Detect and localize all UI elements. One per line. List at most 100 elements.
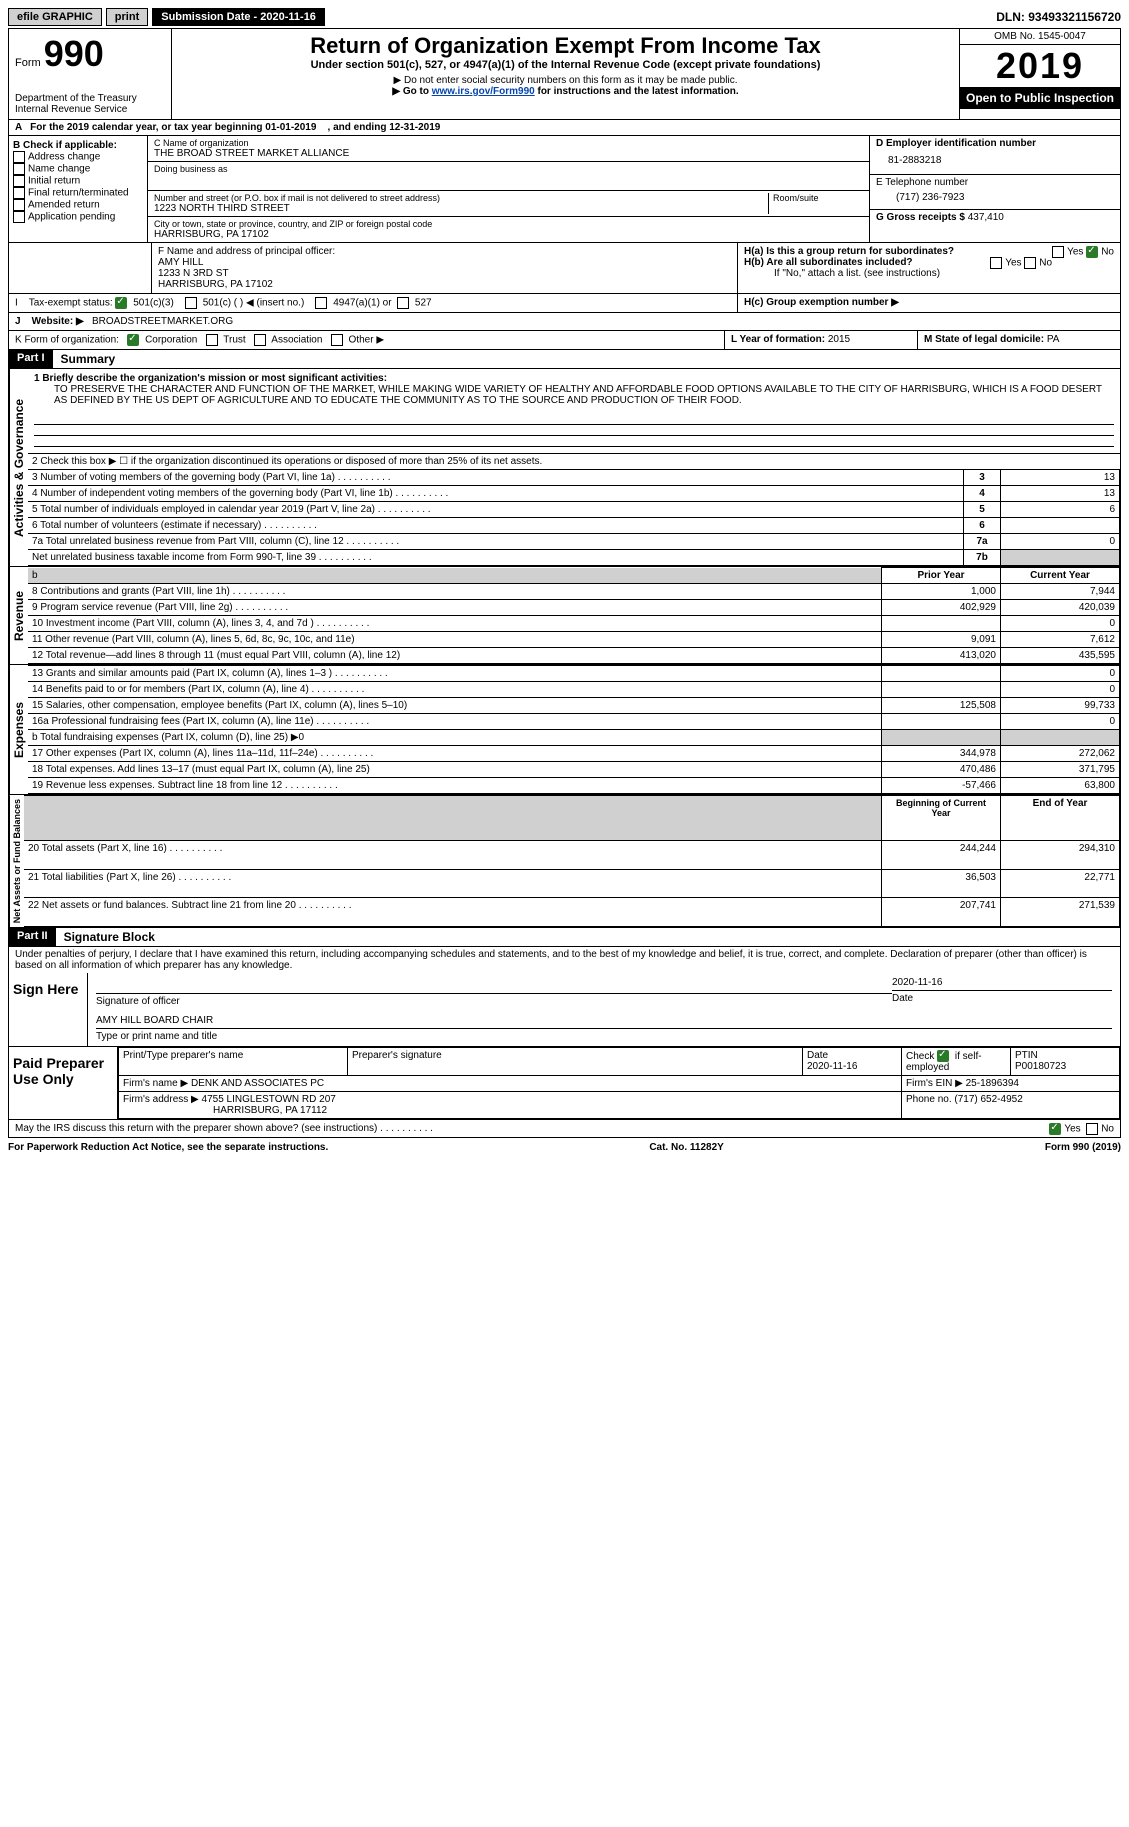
p17: 344,978 bbox=[882, 746, 1001, 762]
netassets-table: Beginning of Current YearEnd of Year 20 … bbox=[24, 795, 1120, 927]
cb-initial-return[interactable]: Initial return bbox=[28, 176, 80, 187]
pt-date-label: Date bbox=[807, 1050, 828, 1061]
footer-mid: Cat. No. 11282Y bbox=[649, 1142, 723, 1153]
cb-name-change[interactable]: Name change bbox=[28, 164, 90, 175]
irs-link[interactable]: www.irs.gov/Form990 bbox=[432, 86, 535, 97]
val5: 6 bbox=[1001, 502, 1120, 518]
vert-revenue: Revenue bbox=[9, 567, 28, 664]
open-public: Open to Public Inspection bbox=[960, 87, 1120, 109]
print-button[interactable]: print bbox=[106, 8, 148, 26]
firm-addr2: HARRISBURG, PA 17112 bbox=[123, 1105, 327, 1116]
pt-date: 2020-11-16 bbox=[807, 1061, 857, 1072]
expenses-table: 13 Grants and similar amounts paid (Part… bbox=[28, 665, 1120, 794]
mission-text: TO PRESERVE THE CHARACTER AND FUNCTION O… bbox=[34, 384, 1114, 406]
cb-address-change[interactable]: Address change bbox=[28, 152, 100, 163]
hc-label: H(c) Group exemption number ▶ bbox=[744, 297, 899, 308]
line5: 5 Total number of individuals employed i… bbox=[28, 502, 964, 518]
sig-officer-label: Signature of officer bbox=[96, 996, 892, 1007]
b20: 244,244 bbox=[882, 840, 1001, 869]
officer-addr1: 1233 N 3RD ST bbox=[158, 268, 731, 279]
i-501c[interactable]: 501(c) ( ) ◀ (insert no.) bbox=[203, 298, 305, 309]
line17: 17 Other expenses (Part IX, column (A), … bbox=[28, 746, 882, 762]
room-label: Room/suite bbox=[773, 193, 863, 203]
firm-name: DENK AND ASSOCIATES PC bbox=[191, 1078, 324, 1089]
prep-phone: (717) 652-4952 bbox=[954, 1094, 1022, 1105]
val7b bbox=[1001, 550, 1120, 566]
mission-q: 1 Briefly describe the organization's mi… bbox=[34, 373, 1114, 384]
val6 bbox=[1001, 518, 1120, 534]
i-4947[interactable]: 4947(a)(1) or bbox=[333, 298, 391, 309]
topbar: efile GRAPHIC print Submission Date - 20… bbox=[8, 8, 1121, 26]
hdr-prior: Prior Year bbox=[882, 568, 1001, 584]
firm-addr1: 4755 LINGLESTOWN RD 207 bbox=[202, 1094, 336, 1105]
org-name: THE BROAD STREET MARKET ALLIANCE bbox=[154, 148, 863, 159]
line15: 15 Salaries, other compensation, employe… bbox=[28, 698, 882, 714]
discuss-no[interactable]: No bbox=[1101, 1124, 1114, 1135]
e21: 22,771 bbox=[1001, 869, 1120, 898]
form-number: 990 bbox=[44, 33, 104, 74]
k-other[interactable]: Other ▶ bbox=[349, 335, 384, 346]
c16a: 0 bbox=[1001, 714, 1120, 730]
p14 bbox=[882, 682, 1001, 698]
note-link-row: ▶ Go to www.irs.gov/Form990 for instruct… bbox=[178, 86, 953, 97]
part1-header: Part I Summary bbox=[8, 350, 1121, 369]
hdr-boy: Beginning of Current Year bbox=[882, 796, 1001, 841]
p10 bbox=[882, 616, 1001, 632]
footer: For Paperwork Reduction Act Notice, see … bbox=[8, 1142, 1121, 1153]
dba-label: Doing business as bbox=[154, 164, 863, 174]
netassets-section: Net Assets or Fund Balances Beginning of… bbox=[8, 795, 1121, 928]
cb-final-return[interactable]: Final return/terminated bbox=[28, 188, 129, 199]
p18: 470,486 bbox=[882, 762, 1001, 778]
part1-label: Part I bbox=[9, 350, 53, 368]
revenue-table: bPrior YearCurrent Year 8 Contributions … bbox=[28, 567, 1120, 664]
k-trust[interactable]: Trust bbox=[223, 335, 245, 346]
k-corp[interactable]: Corporation bbox=[145, 335, 197, 346]
prep-phone-label: Phone no. bbox=[906, 1094, 954, 1105]
sign-here-block: Sign Here Signature of officer 2020-11-1… bbox=[8, 973, 1121, 1047]
hb-no[interactable]: No bbox=[1039, 258, 1052, 269]
phone-label: E Telephone number bbox=[876, 177, 1114, 188]
i-501c3[interactable]: 501(c)(3) bbox=[133, 298, 174, 309]
line9: 9 Program service revenue (Part VIII, li… bbox=[28, 600, 882, 616]
form-header: Form 990 Department of the Treasury Inte… bbox=[8, 28, 1121, 120]
k-label: K Form of organization: bbox=[15, 335, 119, 346]
officer-name: AMY HILL bbox=[158, 257, 731, 268]
ha-no[interactable]: No bbox=[1101, 247, 1114, 258]
vert-netassets: Net Assets or Fund Balances bbox=[9, 795, 24, 927]
c15: 99,733 bbox=[1001, 698, 1120, 714]
i-527[interactable]: 527 bbox=[415, 298, 432, 309]
c12: 435,595 bbox=[1001, 648, 1120, 664]
efile-button[interactable]: efile GRAPHIC bbox=[8, 8, 102, 26]
city: HARRISBURG, PA 17102 bbox=[154, 229, 863, 240]
officer-addr2: HARRISBURG, PA 17102 bbox=[158, 279, 731, 290]
k-assoc[interactable]: Association bbox=[271, 335, 322, 346]
part2-header: Part II Signature Block bbox=[8, 928, 1121, 947]
hb-yes[interactable]: Yes bbox=[1005, 258, 1021, 269]
val3: 13 bbox=[1001, 470, 1120, 486]
pt-sig-label: Preparer's signature bbox=[348, 1048, 803, 1076]
sig-date: 2020-11-16 bbox=[892, 977, 1112, 988]
footer-right: Form 990 (2019) bbox=[1045, 1142, 1121, 1153]
ha-yes[interactable]: Yes bbox=[1067, 247, 1083, 258]
paid-preparer-block: Paid Preparer Use Only Print/Type prepar… bbox=[8, 1047, 1121, 1120]
hdr-eoy: End of Year bbox=[1001, 796, 1120, 841]
sign-here-label: Sign Here bbox=[9, 973, 88, 1046]
cb-amended[interactable]: Amended return bbox=[28, 200, 100, 211]
ein-label: D Employer identification number bbox=[876, 138, 1114, 149]
paid-preparer-label: Paid Preparer Use Only bbox=[9, 1047, 118, 1119]
officer-name-title: AMY HILL BOARD CHAIR bbox=[96, 1015, 1112, 1026]
discuss-yes[interactable]: Yes bbox=[1064, 1124, 1080, 1135]
firm-ein: 25-1896394 bbox=[966, 1078, 1019, 1089]
cb-application-pending[interactable]: Application pending bbox=[28, 212, 115, 223]
firm-addr-label: Firm's address ▶ bbox=[123, 1094, 202, 1105]
section-b-label: B Check if applicable: bbox=[13, 140, 143, 151]
form-label: Form bbox=[15, 57, 41, 69]
p19: -57,466 bbox=[882, 778, 1001, 794]
ptin: P00180723 bbox=[1015, 1061, 1066, 1072]
p11: 9,091 bbox=[882, 632, 1001, 648]
submission-date: Submission Date - 2020-11-16 bbox=[152, 8, 325, 26]
ha-label: H(a) Is this a group return for subordin… bbox=[744, 246, 954, 257]
discuss-text: May the IRS discuss this return with the… bbox=[15, 1123, 433, 1134]
check-self[interactable]: Check if self-employed bbox=[906, 1051, 982, 1073]
expenses-section: Expenses 13 Grants and similar amounts p… bbox=[8, 665, 1121, 795]
